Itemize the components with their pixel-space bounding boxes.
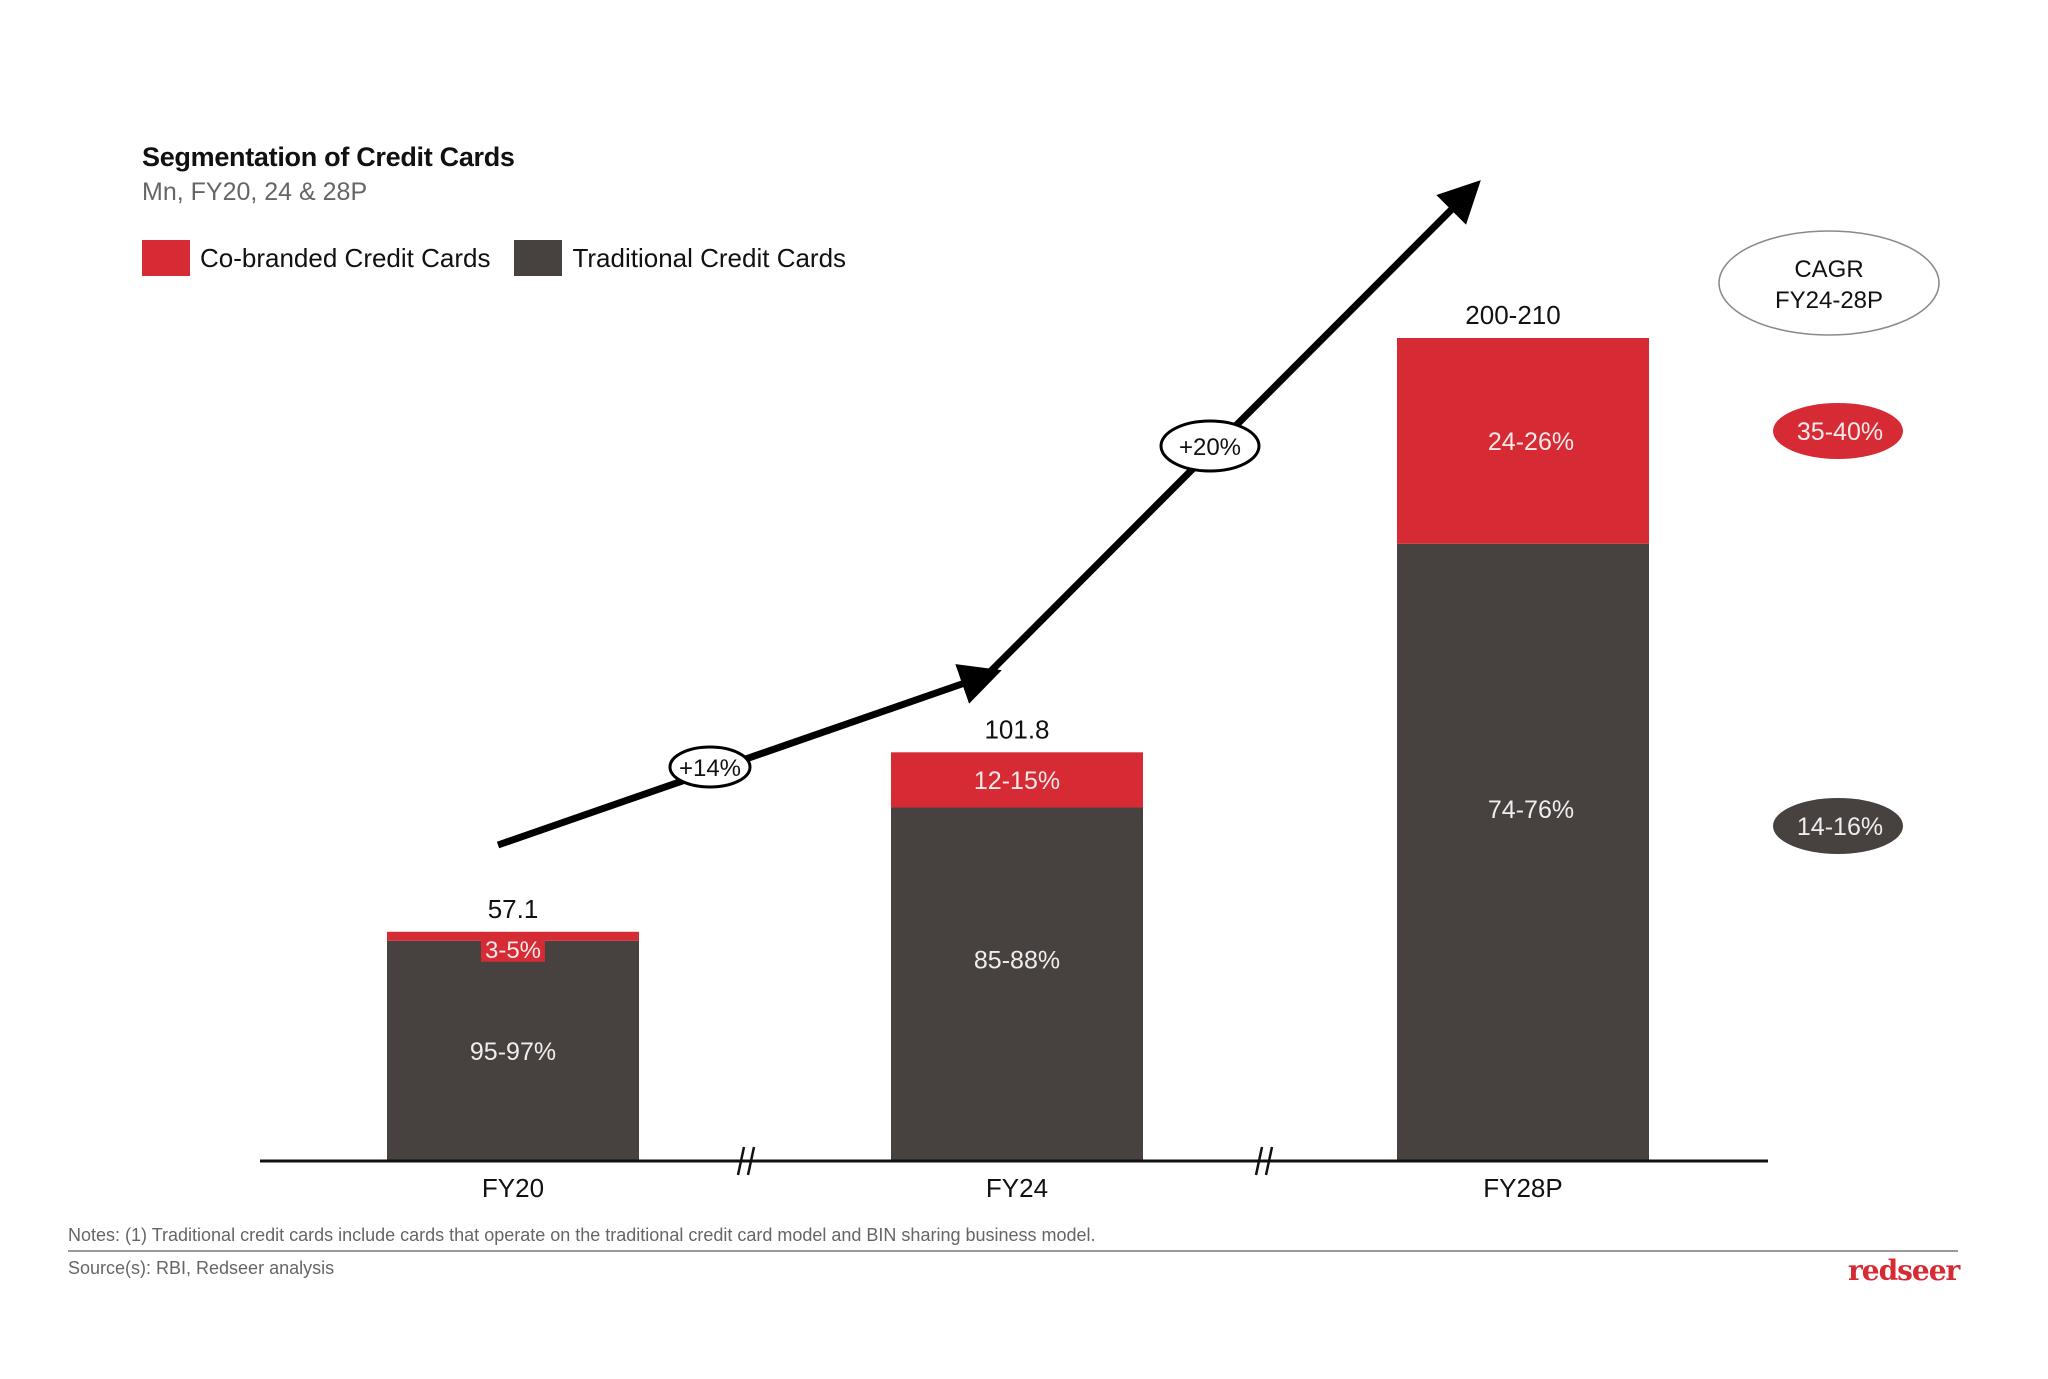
growth-label-fy24-fy28p-text: +20% [1179, 434, 1241, 461]
bar-traditional-fy20 [387, 940, 639, 1161]
x-axis: FY20 FY24 FY28P [260, 1146, 1768, 1203]
axis-break-1-stroke-a [736, 1146, 746, 1176]
x-tick-label-fy24: FY24 [986, 1173, 1048, 1203]
cagr-traditional-value: 14-16% [1797, 813, 1883, 841]
axis-break-1 [736, 1146, 756, 1176]
chart-subtitle: Mn, FY20, 24 & 28P [142, 178, 368, 206]
cagr-header-ellipse [1718, 230, 1940, 336]
bar-cobranded-fy28p [1397, 338, 1649, 544]
axis-break-2-stroke-b [1264, 1146, 1274, 1176]
total-label-fy28p: 200-210 [1465, 300, 1560, 330]
chart-title: Segmentation of Credit Cards [142, 142, 515, 172]
redseer-logo: redseer [1848, 1254, 1960, 1287]
legend-swatch-cobranded [142, 240, 190, 276]
axis-break-2-stroke-a [1254, 1146, 1264, 1176]
cagr-traditional-ellipse [1773, 798, 1903, 854]
footer-notes: Notes: (1) Traditional credit cards incl… [68, 1225, 1096, 1245]
share-label-traditional-fy20: 95-97% [470, 1038, 556, 1066]
share-label-cobranded-fy20: 3-5% [485, 937, 541, 964]
cagr-header-line2: FY24-28P [1775, 287, 1883, 314]
share-label-traditional-fy24: 85-88% [974, 946, 1060, 974]
labels-group: 57.1 3-5% 95-97% 101.8 12-15% 85-88% 200-210 24… [470, 300, 1574, 1066]
growth-label-fy20-fy24-text: +14% [679, 755, 741, 782]
axis-break-2 [1254, 1146, 1274, 1176]
share-label-cobranded-fy28p: 24-26% [1488, 428, 1574, 456]
cagr-cobranded-ellipse [1773, 403, 1903, 459]
share-label-cobranded-fy24: 12-15% [974, 767, 1060, 795]
growth-arrows: +14% +20% [496, 180, 1481, 849]
total-label-fy20: 57.1 [488, 894, 539, 924]
growth-label-fy20-fy24-ellipse [668, 745, 752, 789]
cagr-cobranded-value: 35-40% [1797, 418, 1883, 446]
growth-label-fy20-fy24: +14% [668, 745, 752, 789]
legend-item-cobranded: Co-branded Credit Cards [142, 240, 490, 276]
growth-label-fy24-fy28p: +20% [1159, 419, 1261, 473]
bars-group [387, 338, 1649, 1161]
cagr-panel: CAGR FY24-28P 35-40% 14-16% [1718, 230, 1940, 854]
cagr-header-line1: CAGR [1794, 256, 1863, 283]
legend-swatch-traditional [514, 240, 563, 276]
share-label-traditional-fy28p: 74-76% [1488, 796, 1574, 824]
bar-traditional-fy28p [1397, 543, 1649, 1161]
axis-break-1-stroke-b [746, 1146, 756, 1176]
total-label-fy24: 101.8 [984, 714, 1049, 744]
x-tick-label-fy28p: FY28P [1483, 1173, 1563, 1203]
growth-label-fy24-fy28p-ellipse [1159, 419, 1261, 473]
x-tick-label-fy20: FY20 [482, 1173, 544, 1203]
legend-item-traditional: Traditional Credit Cards [514, 240, 846, 276]
legend: Co-branded Credit Cards Traditional Cred… [142, 240, 870, 276]
bar-traditional-fy24 [891, 807, 1143, 1161]
legend-label-cobranded: Co-branded Credit Cards [200, 242, 491, 273]
bar-cobranded-fy24 [891, 752, 1143, 808]
footer-source: Source(s): RBI, Redseer analysis [68, 1258, 335, 1278]
legend-label-traditional: Traditional Credit Cards [572, 242, 847, 273]
footer-divider [68, 1250, 1958, 1252]
share-label-bg-fy20 [481, 933, 545, 962]
